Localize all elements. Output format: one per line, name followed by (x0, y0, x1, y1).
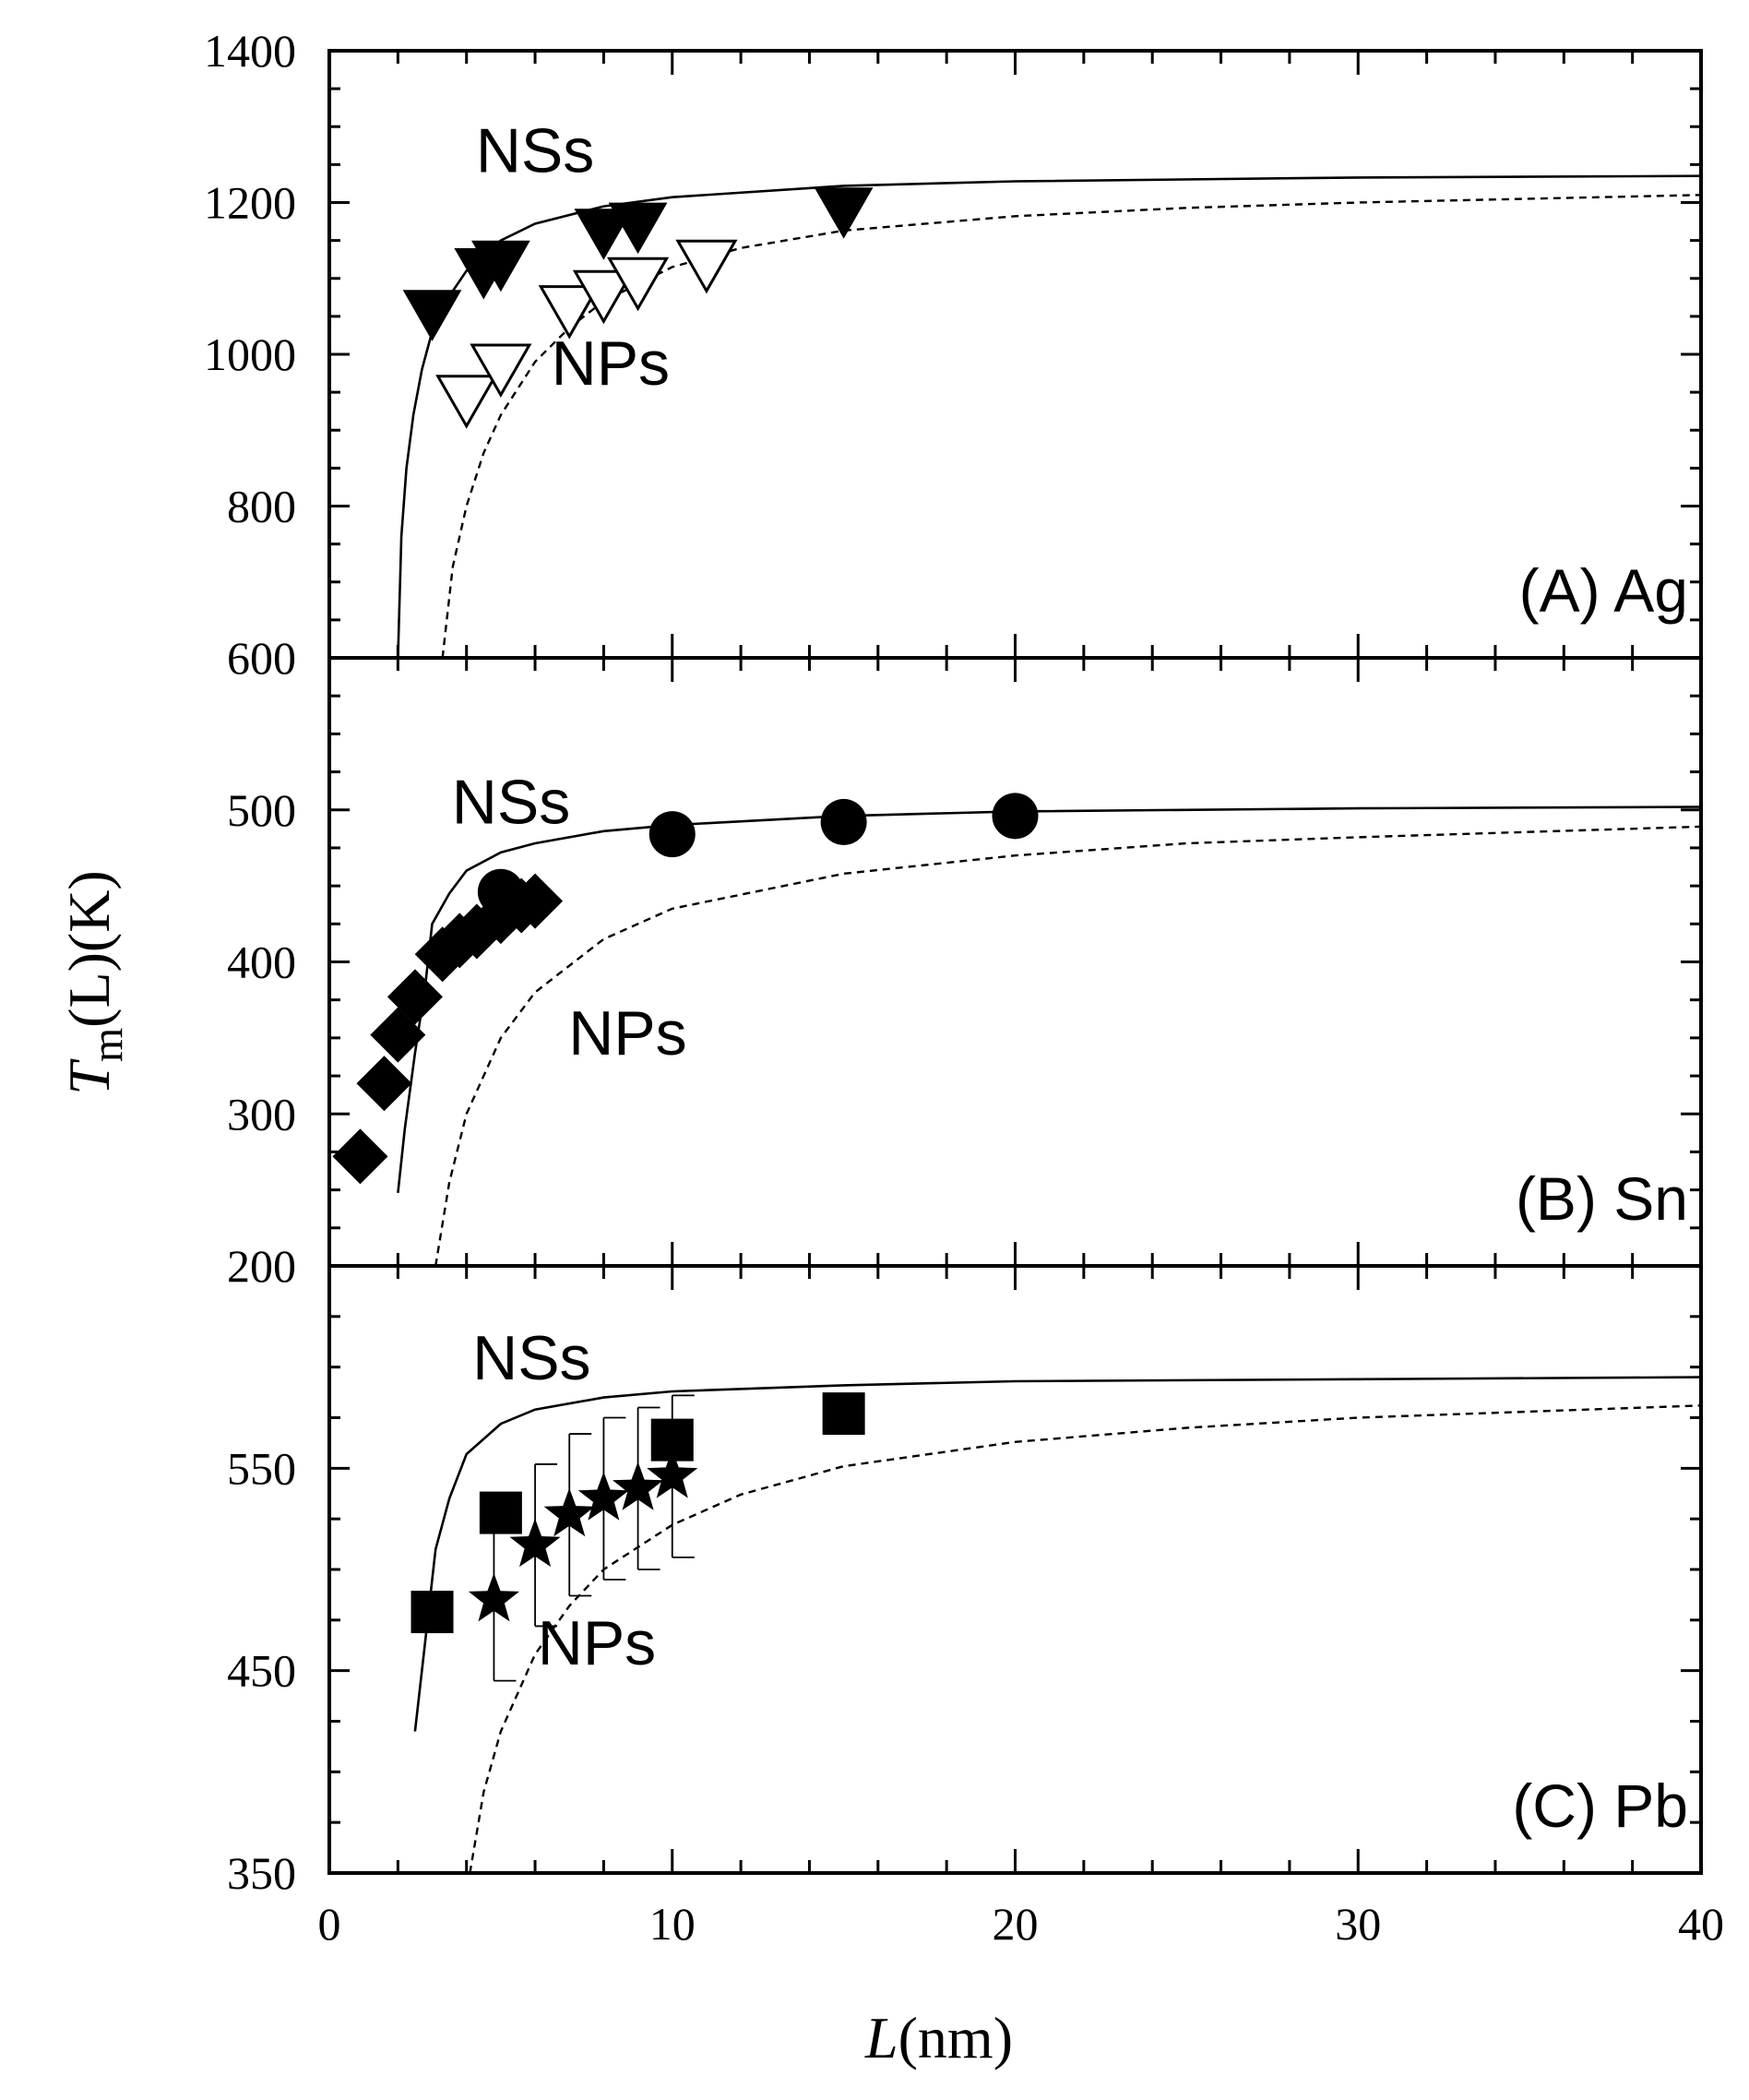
data-point-triangle-down-open (606, 257, 670, 312)
data-point-star-filled (509, 1518, 561, 1568)
data-point-triangle-down-filled (402, 290, 462, 341)
x-tick-label: 20 (993, 1898, 1039, 1950)
y-tick-label: 350 (227, 1847, 296, 1899)
y-tick-label: 800 (227, 481, 296, 532)
data-point-star-filled (613, 1462, 664, 1510)
panel-a: 600 800 1000 1200 1400 NSs NPs (A) Ag (204, 25, 1703, 684)
y-axis-title-tail: (L)(K) (56, 870, 122, 1028)
y-tick-label: 1400 (204, 25, 296, 77)
data-point-triangle-down-open (538, 285, 601, 340)
panel-label: (B) Sn (1516, 1164, 1688, 1233)
data-point-triangle-down-open (572, 269, 635, 325)
data-point-diamond-filled (356, 1056, 412, 1112)
data-point-triangle-down-open (435, 375, 498, 429)
data-point-triangle-down-filled (574, 209, 634, 260)
data-point-square-filled (822, 1392, 865, 1436)
y-axis-title: Tm(L)(K) (56, 870, 132, 1095)
curve-nss-solid (397, 174, 1701, 658)
x-tick-label: 10 (649, 1898, 696, 1950)
data-point-star-filled (468, 1572, 519, 1622)
data-point-star-filled (647, 1450, 698, 1498)
data-point-diamond-filled (387, 969, 443, 1025)
x-axis: 0 10 20 30 40 (318, 1898, 1725, 1950)
data-point-star-filled (577, 1472, 629, 1521)
plot-area (332, 793, 1701, 1266)
plot-area (410, 1376, 1701, 1873)
data-point-circle-filled (820, 798, 867, 845)
panel-label: (C) Pb (1512, 1772, 1688, 1840)
data-point-square-filled (479, 1491, 522, 1534)
data-point-triangle-down-filled (608, 202, 668, 255)
panel-frame (327, 1264, 1703, 1875)
curve-nps-dashed (434, 825, 1701, 1266)
panels: 600 800 1000 1200 1400 NSs NPs (A) Ag 200 300 400 5… (204, 25, 1703, 1899)
x-tick-label: 0 (318, 1898, 341, 1950)
data-point-triangle-down-open (470, 343, 532, 398)
panel-label: (A) Ag (1519, 556, 1688, 625)
annotation-nps: NPs (552, 328, 670, 399)
panel-b: 200 300 400 500 NSs NPs (B) Sn (227, 656, 1703, 1292)
y-axis-title-subscript: m (83, 1028, 132, 1062)
panel-frame (327, 656, 1703, 1268)
y-tick-label: 400 (227, 937, 296, 988)
plot-area (397, 174, 1701, 658)
y-tick-label: 500 (227, 784, 296, 836)
annotation-nss: NSs (452, 768, 570, 838)
y-tick-label: 600 (227, 632, 296, 684)
annotation-nss: NSs (472, 1323, 590, 1393)
data-point-square-filled (410, 1591, 454, 1634)
y-tick-label: 300 (227, 1088, 296, 1139)
x-tick-label: 40 (1678, 1898, 1724, 1950)
data-point-star-filled (543, 1487, 595, 1537)
annotation-nss: NSs (476, 116, 594, 186)
data-point-triangle-down-filled (471, 240, 530, 292)
x-axis-title-symbol: L (864, 2005, 898, 2070)
annotation-nps: NPs (538, 1608, 656, 1678)
data-point-diamond-filled (507, 873, 564, 929)
x-tick-label: 30 (1335, 1898, 1381, 1950)
x-axis-title-unit: (nm) (898, 2005, 1013, 2070)
y-tick-label: 1000 (204, 328, 296, 380)
panel-c: 350 450 550 NSs NPs (C) Pb (227, 1264, 1703, 1899)
annotation-nps: NPs (568, 998, 686, 1068)
y-tick-label: 550 (227, 1442, 296, 1494)
data-point-circle-filled (992, 793, 1039, 840)
curve-nss-solid (413, 1376, 1701, 1732)
data-point-triangle-down-open (675, 239, 738, 294)
y-tick-label: 1200 (204, 177, 296, 229)
curve-nps-dashed (469, 1404, 1701, 1873)
y-tick-label: 200 (227, 1240, 296, 1292)
data-point-triangle-down-filled (814, 187, 874, 239)
data-point-circle-filled (648, 811, 696, 858)
y-tick-label: 450 (227, 1645, 296, 1697)
data-point-diamond-filled (332, 1128, 388, 1185)
y-axis-title-symbol: T (56, 1058, 122, 1095)
x-axis-title: L(nm) (864, 2005, 1013, 2070)
